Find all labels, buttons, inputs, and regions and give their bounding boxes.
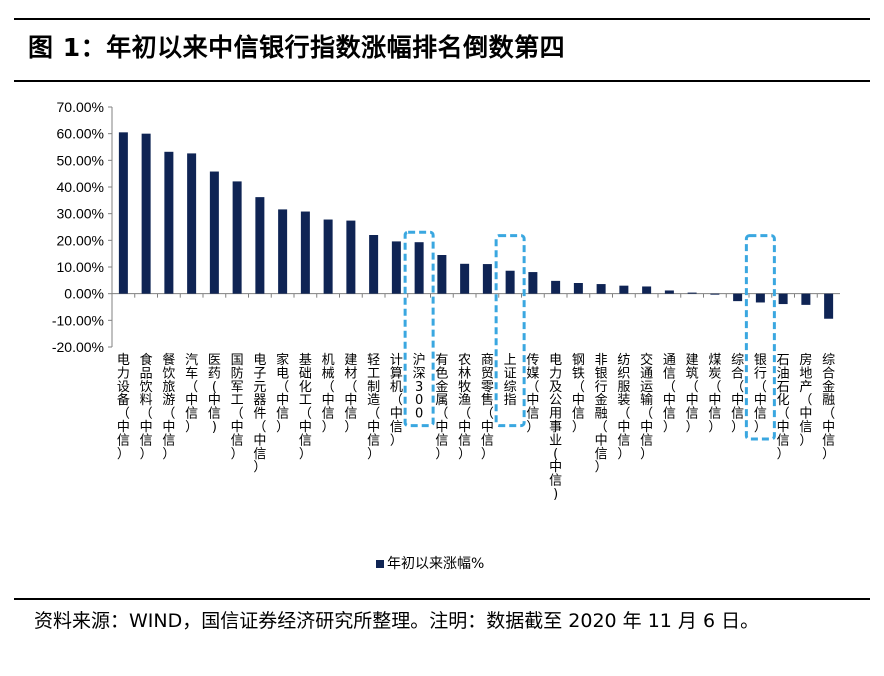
bar: [642, 286, 652, 294]
x-tick-label: 钢铁（中信）: [572, 353, 585, 435]
x-tick-label: 沪深 3 0 0: [413, 352, 426, 422]
bar: [300, 211, 310, 294]
bar: [118, 132, 128, 294]
legend: 年初以来涨幅%: [376, 553, 484, 573]
y-tick-label: 40.00%: [57, 179, 104, 195]
bar: [710, 293, 720, 295]
x-tick-label: 纺织服装（中信）: [617, 353, 630, 462]
bar: [369, 235, 379, 294]
top-rule: [14, 18, 870, 20]
x-axis-labels: 电力设备（中信） 食品饮料（中信） 餐饮旅游（中信） 汽车（中信） 医药(中信) 国防军工…: [117, 352, 835, 502]
x-tick-label: 银行（中信）: [754, 353, 767, 435]
y-tick-label: -20.00%: [52, 339, 104, 355]
x-tick-label: 医药(中信): [208, 353, 221, 435]
y-tick-label: 0.00%: [64, 286, 104, 302]
bar: [460, 263, 470, 294]
x-tick-label: 通信（中信）: [663, 353, 676, 435]
bar: [755, 293, 765, 303]
x-tick-label: 传媒（中信）: [526, 353, 539, 435]
y-tick-label: 10.00%: [57, 259, 104, 275]
bar: [164, 151, 174, 294]
x-tick-label: 综合金融（中信）: [822, 353, 835, 462]
y-tick-label: 60.00%: [57, 126, 104, 142]
x-tick-label: 商贸零售（中信）: [481, 353, 494, 462]
bar: [187, 153, 197, 294]
y-tick-label: -10.00%: [52, 312, 104, 328]
x-tick-label: 汽车（中信）: [185, 353, 198, 435]
bar: [664, 290, 674, 294]
x-tick-label: 机械（中信）: [322, 353, 335, 435]
y-axis: -20.00% -10.00% 0.00% 10.00% 20.00% 30.00% 40.…: [52, 99, 840, 355]
x-tick-label: 交通运输（中信）: [640, 352, 653, 462]
bar: [323, 219, 333, 294]
bar: [596, 284, 606, 294]
y-tick-label: 70.00%: [57, 99, 104, 115]
x-tick-label: 房地产（中信）: [799, 352, 812, 448]
x-tick-label: 建筑（中信）: [686, 353, 699, 435]
x-tick-label: 轻工制造（中信）: [367, 353, 380, 462]
y-tick-label: 30.00%: [57, 206, 104, 222]
x-tick-label: 国防军工（中信）: [231, 353, 244, 462]
bar: [573, 283, 583, 294]
bar: [824, 293, 834, 319]
figure-title: 图 1：年初以来中信银行指数涨幅排名倒数第四: [28, 33, 566, 62]
x-tick-label: 煤炭（中信）: [708, 353, 721, 435]
highlight-box: [744, 234, 776, 441]
highlight-box: [494, 234, 526, 428]
bar-chart: -20.00% -10.00% 0.00% 10.00% 20.00% 30.00% 40.…: [52, 99, 840, 502]
x-tick-label: 食品饮料（中信）: [140, 352, 153, 462]
legend-label: 年初以来涨幅%: [387, 556, 485, 572]
bar: [437, 255, 447, 294]
legend-swatch: [376, 560, 384, 568]
bar: [505, 270, 515, 294]
source-note: 资料来源：WIND，国信证券经济研究所整理。注明：数据截至 2020 年 11 …: [34, 610, 760, 632]
bar: [551, 280, 561, 294]
bar: [801, 293, 811, 305]
y-tick-label: 20.00%: [57, 232, 104, 248]
highlight-box: [403, 230, 435, 428]
title-rule: [14, 80, 870, 82]
x-tick-label: 基础化工（中信）: [299, 353, 312, 462]
x-tick-label: 计算机（中信）: [390, 353, 403, 448]
bar: [209, 171, 219, 294]
bar: [414, 242, 424, 294]
bar: [528, 272, 538, 294]
x-tick-label: 建材（中信）: [344, 353, 357, 435]
x-tick-label: 石油石化（中信）: [777, 353, 790, 462]
x-tick-label: 电力及公用事业(中信): [549, 353, 562, 502]
bar: [733, 293, 743, 302]
bars: [111, 132, 834, 319]
y-tick-label: 50.00%: [57, 152, 104, 168]
bar: [141, 133, 151, 294]
x-tick-label: 有色金属（中信）: [435, 353, 448, 462]
bar: [232, 181, 242, 294]
highlight-boxes: [403, 230, 776, 441]
x-tick-label: 电子元器件（中信）: [253, 353, 266, 475]
bar: [278, 209, 288, 294]
bar: [391, 241, 401, 294]
x-tick-label: 家电（中信）: [276, 352, 289, 435]
bar: [778, 293, 788, 305]
bar: [687, 292, 697, 294]
bottom-rule: [14, 598, 870, 600]
bar: [619, 285, 629, 294]
bar: [255, 197, 265, 294]
bar: [346, 220, 356, 294]
x-tick-label: 综合（中信）: [731, 353, 744, 435]
x-tick-label: 非银行金融（中信）: [595, 353, 608, 475]
x-tick-label: 农林牧渔（中信）: [458, 353, 471, 462]
x-tick-label: 餐饮旅游（中信）: [162, 352, 175, 462]
bar: [482, 264, 492, 294]
x-tick-label: 上证综指: [504, 353, 517, 408]
x-tick-label: 电力设备（中信）: [117, 353, 130, 462]
